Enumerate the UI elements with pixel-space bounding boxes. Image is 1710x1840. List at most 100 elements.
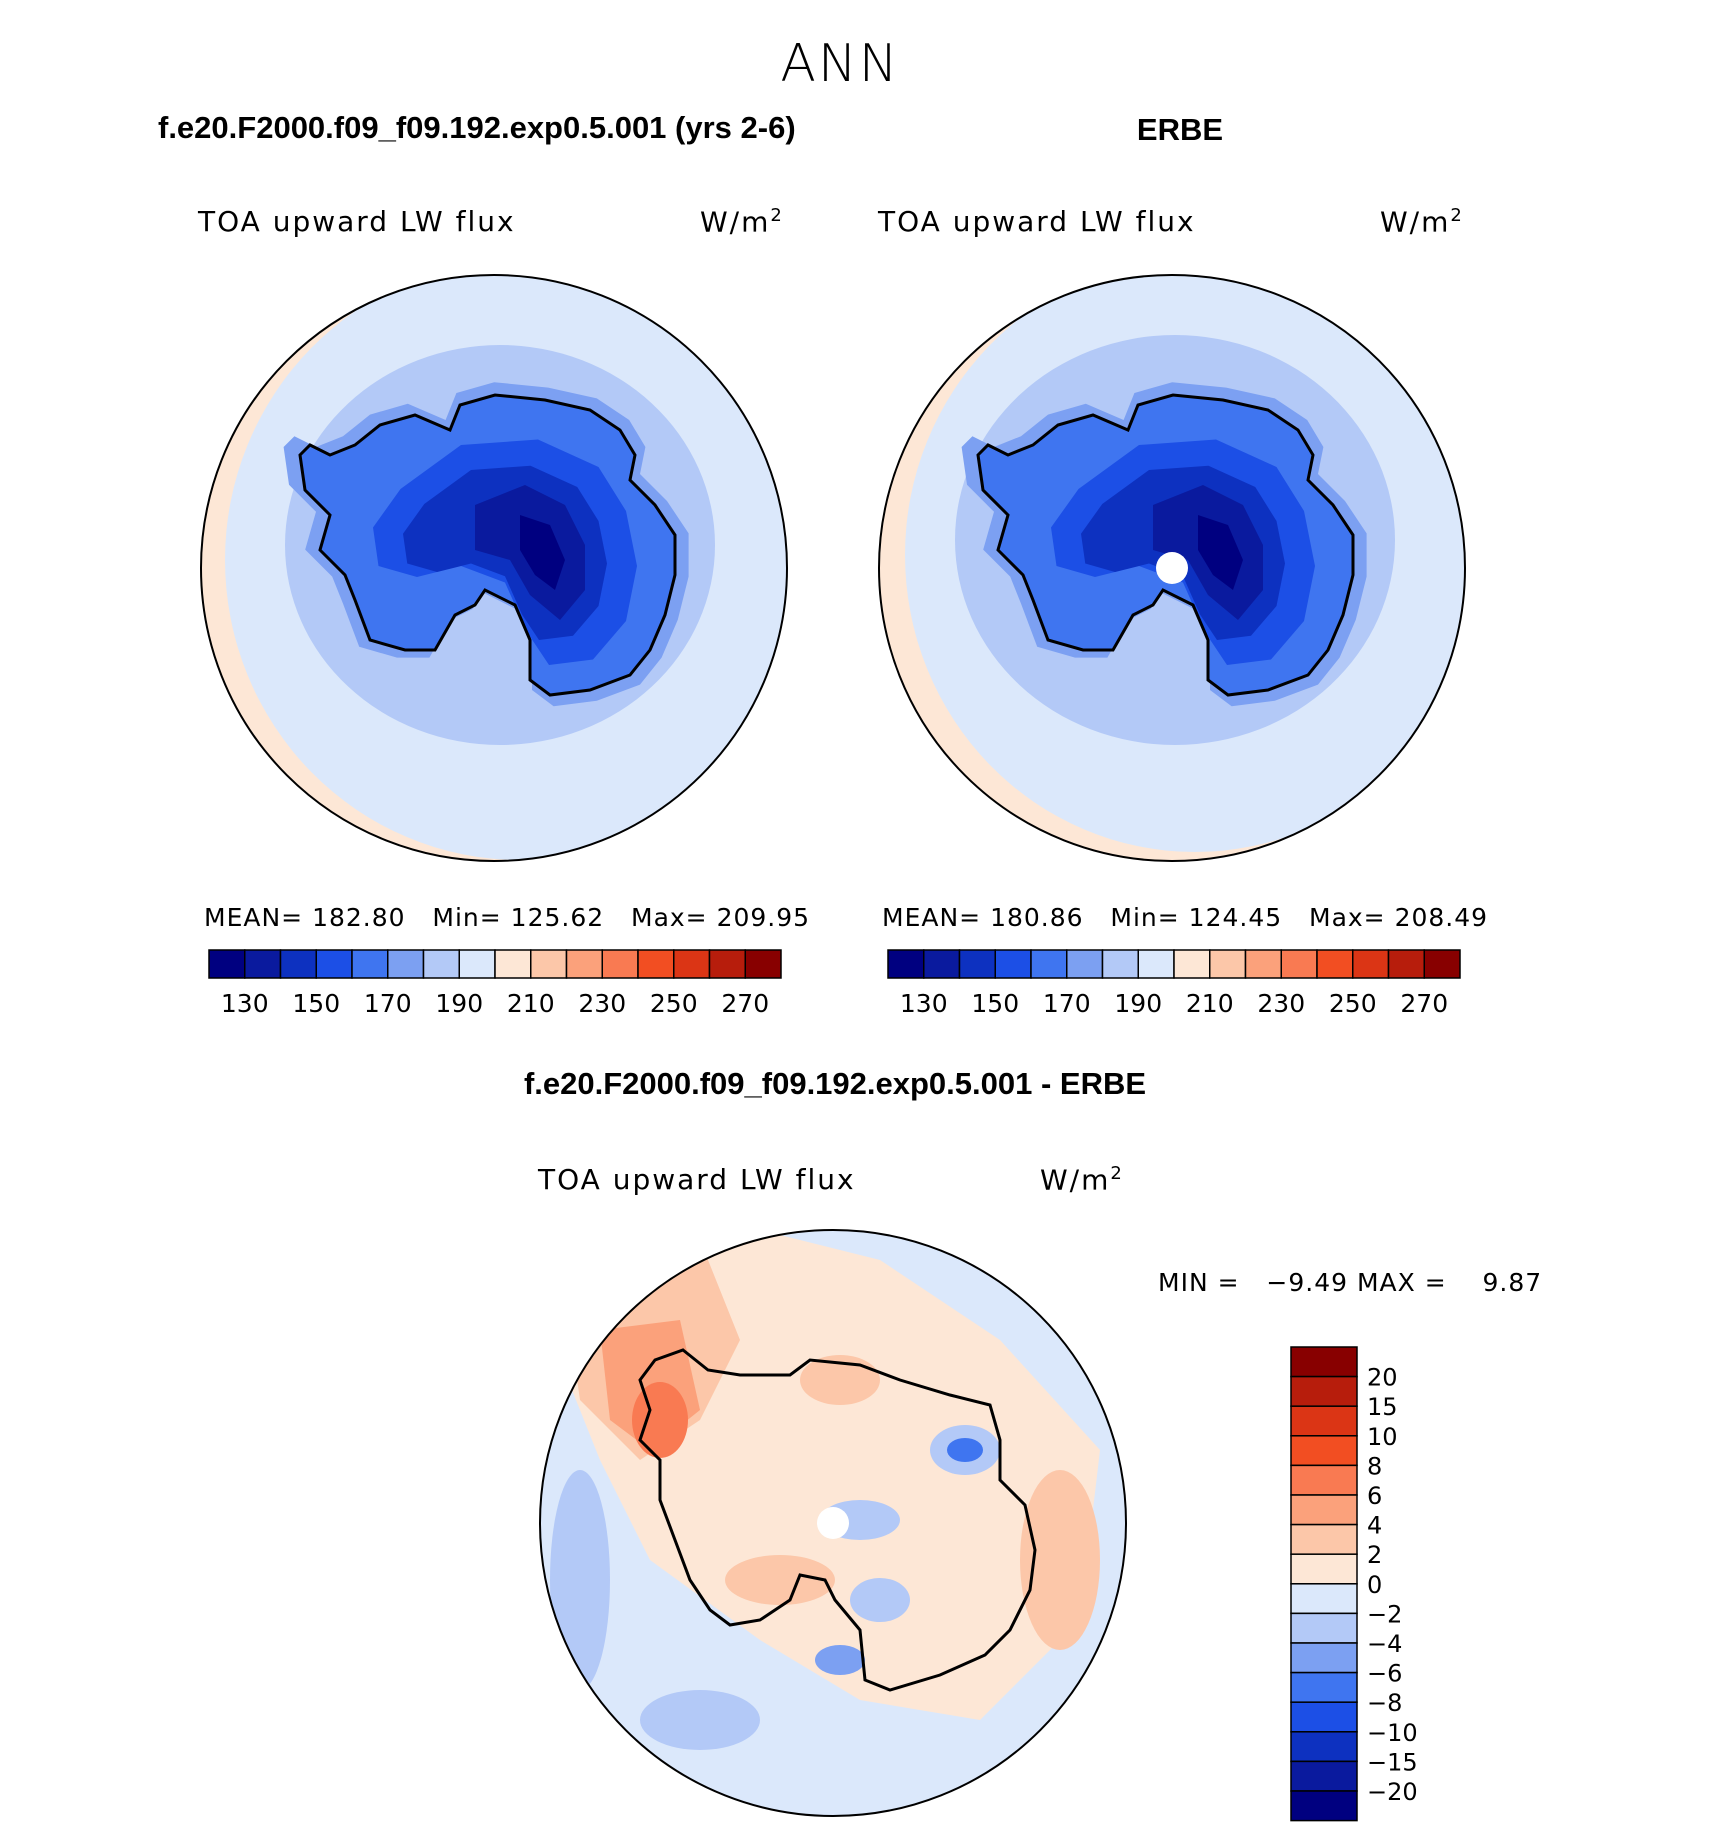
colorbar-box	[1290, 1346, 1358, 1378]
colorbar-tick-label: 190	[435, 989, 483, 1018]
colorbar-tick-label: 210	[507, 989, 555, 1018]
colorbar-box	[565, 949, 603, 979]
colorbar-box	[1290, 1671, 1358, 1703]
colorbar-tick-label: 8	[1367, 1452, 1382, 1480]
colorbar-tick-label: −20	[1367, 1778, 1418, 1806]
colorbar-box	[1316, 949, 1354, 979]
diff-units: W/m2	[1040, 1163, 1124, 1197]
colorbar-box	[208, 949, 246, 979]
colorbar-box	[1290, 1523, 1358, 1555]
colorbar-tick-label: 210	[1186, 989, 1234, 1018]
colorbar-tick-label: 2	[1367, 1541, 1382, 1569]
colorbar-tick-label: 230	[578, 989, 626, 1018]
colorbar-tick-label: 230	[1257, 989, 1305, 1018]
colorbar-box	[494, 949, 532, 979]
colorbar-box	[1290, 1790, 1358, 1822]
colorbar-box	[958, 949, 996, 979]
colorbar-tick-label: 4	[1367, 1512, 1382, 1540]
colorbar-box	[458, 949, 496, 979]
map-1	[201, 275, 787, 861]
colorbar-box	[1173, 949, 1211, 979]
page-title: ANN	[780, 34, 900, 94]
colorbar-box	[1030, 949, 1068, 979]
colorbar-tick-label: 270	[1400, 989, 1448, 1018]
pole-hole	[1156, 552, 1188, 584]
colorbar-box	[387, 949, 425, 979]
colorbar-tick-label: 130	[900, 989, 948, 1018]
colorbar-box	[601, 949, 639, 979]
colorbar-box	[1387, 949, 1425, 979]
colorbar-box	[1290, 1583, 1358, 1615]
colorbar-box	[1209, 949, 1247, 979]
colorbar-box	[1290, 1760, 1358, 1792]
colorbar-box	[279, 949, 317, 979]
colorbar-tick-label: 20	[1367, 1364, 1398, 1392]
colorbar-box	[1137, 949, 1175, 979]
panel-1-header: f.e20.F2000.f09_f09.192.exp0.5.001 (yrs …	[158, 110, 796, 145]
panel-1-units: W/m2	[700, 205, 784, 239]
colorbar-tick-label: −8	[1367, 1689, 1402, 1717]
panel-2-stats: MEAN= 180.86 Min= 124.45 Max= 208.49	[882, 903, 1489, 932]
colorbar-tick-label: 150	[292, 989, 340, 1018]
panel-2-variable: TOA upward LW flux	[878, 205, 1196, 238]
colorbar-tick-label: 250	[1329, 989, 1377, 1018]
colorbar-box	[923, 949, 961, 979]
colorbar-tick-label: −15	[1367, 1748, 1418, 1776]
panel-1-stats: MEAN= 182.80 Min= 125.62 Max= 209.95	[204, 903, 811, 932]
colorbar-box	[530, 949, 568, 979]
colorbar-tick-label: 170	[1043, 989, 1091, 1018]
colorbar-box	[1423, 949, 1461, 979]
diff-header: f.e20.F2000.f09_f09.192.exp0.5.001 - ERB…	[523, 1066, 1147, 1101]
colorbar-tick-label: 6	[1367, 1482, 1382, 1510]
colorbar-box	[887, 949, 925, 979]
colorbar-box	[244, 949, 282, 979]
colorbar-box	[1101, 949, 1139, 979]
colorbar-box	[1290, 1435, 1358, 1467]
colorbar-box	[994, 949, 1032, 979]
colorbar-box	[708, 949, 746, 979]
colorbar-tick-label: 130	[221, 989, 269, 1018]
colorbar-tick-label: 170	[364, 989, 412, 1018]
colorbar-1: 130 150 170 190 210 230 250 270	[208, 949, 782, 1018]
colorbar-box	[315, 949, 353, 979]
colorbar-box	[1290, 1731, 1358, 1763]
colorbar-tick-label: −4	[1367, 1630, 1402, 1658]
diff-variable: TOA upward LW flux	[538, 1163, 856, 1196]
colorbar-box	[1290, 1494, 1358, 1526]
colorbar-box	[1244, 949, 1282, 979]
colorbar-box	[351, 949, 389, 979]
colorbar-box	[673, 949, 711, 979]
colorbar-tick-label: 270	[721, 989, 769, 1018]
panel-1-variable: TOA upward LW flux	[198, 205, 516, 238]
colorbar-box	[1352, 949, 1390, 979]
colorbar-tick-label: 150	[971, 989, 1019, 1018]
colorbar-box	[1280, 949, 1318, 979]
panel-2-header: ERBE	[1136, 112, 1224, 147]
colorbar-tick-label: −10	[1367, 1719, 1418, 1747]
colorbar-box	[1066, 949, 1104, 979]
map-2	[879, 275, 1465, 861]
colorbar-2: 130 150 170 190 210 230 250 270	[887, 949, 1461, 1018]
colorbar-box	[422, 949, 460, 979]
panel-2-units: W/m2	[1380, 205, 1464, 239]
colorbar-box	[1290, 1701, 1358, 1733]
colorbar-box	[1290, 1612, 1358, 1644]
colorbar-tick-label: −2	[1367, 1600, 1402, 1628]
diff-minmax: MIN = −9.49 MAX = 9.87	[1158, 1268, 1543, 1297]
colorbar-box	[1290, 1642, 1358, 1674]
diff-map	[540, 1230, 1126, 1816]
colorbar-tick-label: −6	[1367, 1660, 1402, 1688]
colorbar-tick-label: 10	[1367, 1423, 1398, 1451]
colorbar-box	[637, 949, 675, 979]
colorbar-box	[1290, 1405, 1358, 1437]
colorbar-box	[744, 949, 782, 979]
colorbar-box	[1290, 1375, 1358, 1407]
colorbar-tick-label: 0	[1367, 1571, 1382, 1599]
colorbar-box	[1290, 1553, 1358, 1585]
colorbar-tick-label: 15	[1367, 1393, 1398, 1421]
colorbar-tick-label: 190	[1114, 989, 1162, 1018]
colorbar-box	[1290, 1464, 1358, 1496]
